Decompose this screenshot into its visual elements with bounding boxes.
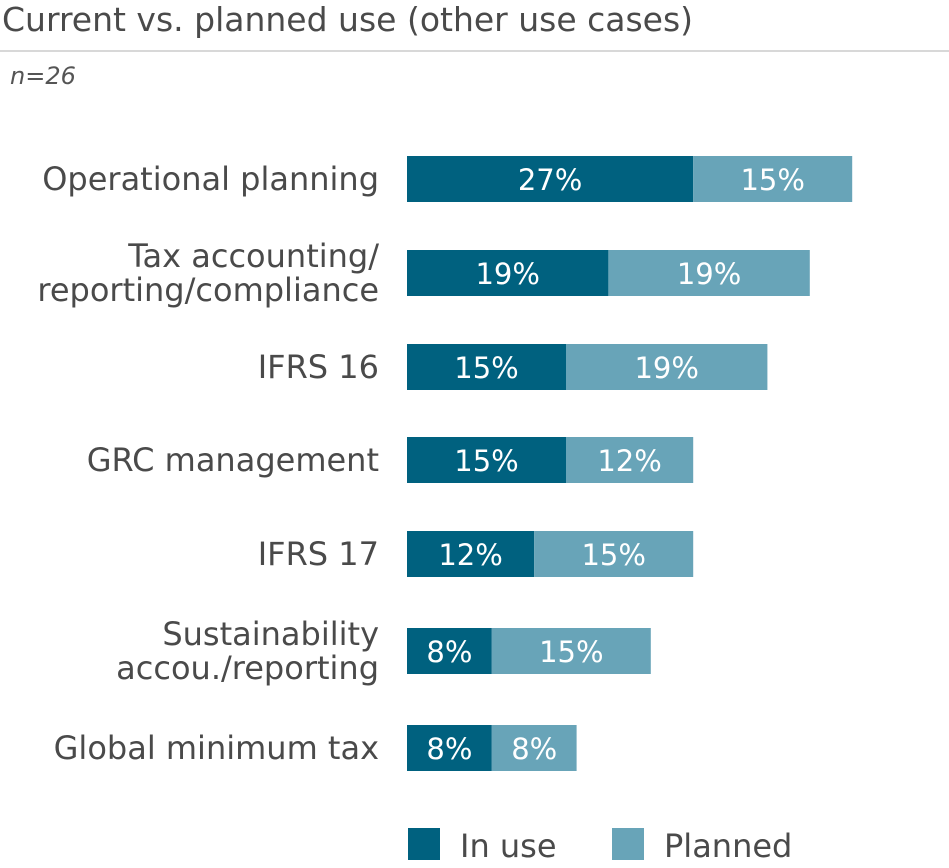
data-label: 15%	[539, 635, 603, 669]
bar-planned	[693, 156, 853, 202]
data-label: 27%	[518, 163, 582, 197]
data-label: 15%	[740, 163, 804, 197]
bar-in-use	[407, 628, 492, 674]
data-label: 19%	[677, 257, 741, 291]
bar-in-use	[407, 344, 566, 390]
bar-planned	[566, 437, 694, 483]
data-label: 15%	[454, 444, 518, 478]
data-label: 19%	[634, 351, 698, 385]
sample-size: n=26	[10, 62, 76, 90]
category-label: Sustainability	[162, 615, 379, 653]
legend-label: Planned	[664, 827, 792, 865]
data-label: 15%	[454, 351, 518, 385]
category-label: IFRS 17	[258, 535, 379, 573]
data-label: 19%	[475, 257, 539, 291]
bar-in-use	[407, 250, 609, 296]
data-label: 8%	[426, 635, 472, 669]
bar-planned	[566, 344, 768, 390]
data-label: 12%	[597, 444, 661, 478]
bar-planned	[491, 725, 577, 771]
legend-swatch	[408, 828, 440, 860]
bar-in-use	[407, 531, 535, 577]
category-label: Global minimum tax	[54, 729, 379, 767]
category-label: reporting/compliance	[37, 271, 379, 309]
bar-planned	[491, 628, 651, 674]
data-label: 12%	[438, 538, 502, 572]
category-label: GRC management	[87, 441, 379, 479]
legend-label: In use	[460, 827, 557, 865]
data-label: 15%	[581, 538, 645, 572]
legend-swatch	[612, 828, 644, 860]
chart-title: Current vs. planned use (other use cases…	[2, 0, 694, 39]
bar-planned	[534, 531, 694, 577]
data-label: 8%	[511, 732, 557, 766]
bar-in-use	[407, 156, 694, 202]
data-label: 8%	[426, 732, 472, 766]
category-label: Operational planning	[42, 160, 379, 198]
bar-planned	[608, 250, 810, 296]
category-label: accou./reporting	[116, 649, 379, 687]
category-label: Tax accounting/	[127, 237, 379, 275]
category-label: IFRS 16	[258, 348, 379, 386]
bar-in-use	[407, 437, 566, 483]
bar-in-use	[407, 725, 492, 771]
title-divider	[0, 50, 949, 52]
